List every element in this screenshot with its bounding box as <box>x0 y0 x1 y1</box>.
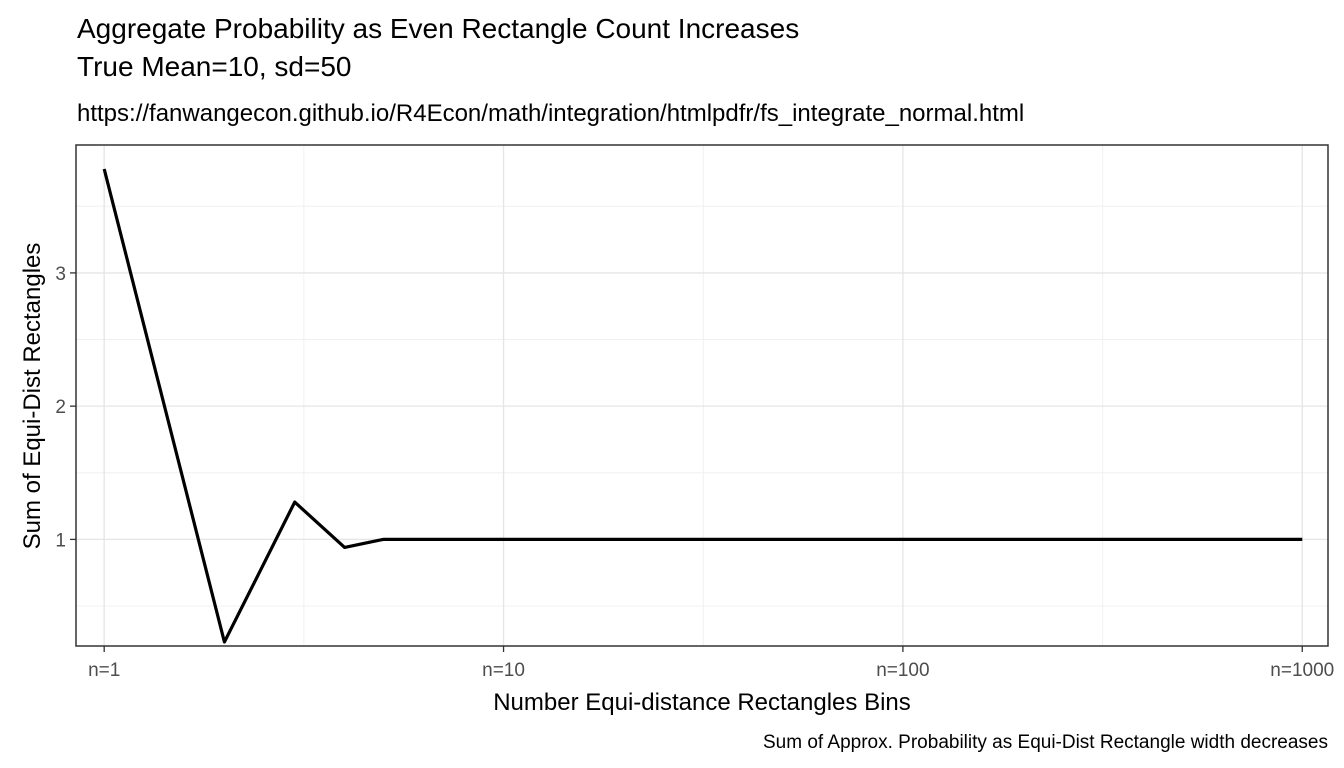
series-lines <box>102 168 1303 644</box>
x-tick-label: n=100 <box>876 660 929 681</box>
grid <box>76 145 1328 646</box>
chart-title-line2: True Mean=10, sd=50 <box>77 51 352 82</box>
x-tick-label: n=10 <box>482 660 525 681</box>
chart-subtitle: https://fanwangecon.github.io/R4Econ/mat… <box>77 100 1025 127</box>
x-tick-label: n=1000 <box>1270 660 1334 681</box>
panel-border <box>75 144 1329 647</box>
y-tick-label: 2 <box>55 397 66 418</box>
series-line-0 <box>102 168 1303 644</box>
x-tick-label: n=1 <box>88 660 120 681</box>
chart-title: Aggregate Probability as Even Rectangle … <box>77 13 800 44</box>
chart-caption: Sum of Approx. Probability as Equi-Dist … <box>763 732 1328 753</box>
y-axis-label: Sum of Equi-Dist Rectangles <box>19 243 46 550</box>
y-tick-label: 3 <box>55 264 66 285</box>
x-axis-label: Number Equi-distance Rectangles Bins <box>493 689 911 716</box>
axes: 1 2 3 n=1 n=10 n=100 n=1000 <box>55 264 1334 681</box>
y-tick-label: 1 <box>55 530 66 551</box>
